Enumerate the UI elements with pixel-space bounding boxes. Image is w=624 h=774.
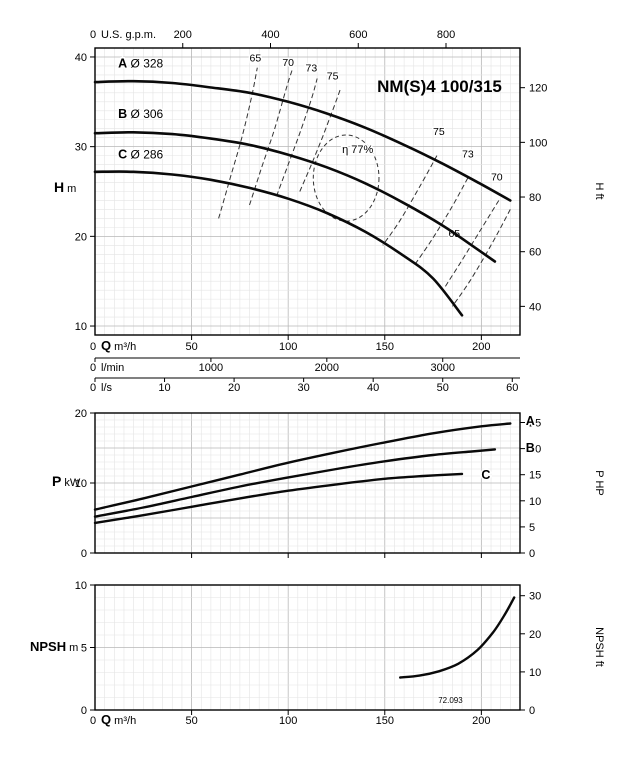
head-curve-label-B: B Ø 306 [118, 107, 163, 121]
ls-tick-label: 50 [437, 382, 449, 394]
q-axis-title: Q m³/h [101, 338, 136, 353]
ls-axis-title: l/s [101, 382, 113, 394]
gpm-tick-label: 800 [437, 29, 455, 41]
lmin-tick-label: 3000 [430, 362, 454, 374]
q-tick-label: 200 [472, 341, 490, 353]
h-tick-label: 30 [75, 142, 87, 154]
head-curve-A [93, 79, 512, 202]
gpm-axis-title: U.S. g.p.m. [101, 29, 156, 41]
gpm-tick-label: 400 [261, 29, 279, 41]
gpm-tick-label: 600 [349, 29, 367, 41]
hp-tick-label: 20 [529, 444, 541, 456]
efficiency-label-65: 65 [249, 52, 261, 64]
efficiency-contour-75 [382, 155, 438, 246]
lmin-zero-label: 0 [90, 362, 96, 374]
npsh-q-tick-label: 200 [472, 715, 490, 727]
hp-tick-label: 5 [529, 522, 535, 534]
p-tick-label: 10 [75, 478, 87, 490]
npsh-q-tick-label: 50 [185, 715, 197, 727]
ls-zero-label: 0 [90, 382, 96, 394]
efficiency-label-75: 75 [433, 126, 445, 138]
power-y-right-axis-title: P HP [593, 470, 605, 495]
power-y-axis-title: P kW [52, 473, 81, 489]
q-tick-label: 150 [376, 341, 394, 353]
hft-tick-label: 60 [529, 247, 541, 259]
npshft-tick-label: 30 [529, 591, 541, 603]
npsh-tick-label: 0 [81, 705, 87, 717]
ls-tick-label: 40 [367, 382, 379, 394]
efficiency-contour-65 [451, 209, 511, 307]
h-tick-label: 20 [75, 231, 87, 243]
npsh-tick-label: 10 [75, 580, 87, 592]
hp-tick-label: 15 [529, 470, 541, 482]
efficiency-label-73: 73 [462, 148, 474, 160]
npshft-tick-label: 0 [529, 705, 535, 717]
hft-tick-label: 80 [529, 192, 541, 204]
npsh-y-axis-title: NPSH m [30, 639, 78, 654]
power-curve-C [93, 472, 464, 525]
npsh-q-tick-label: 150 [376, 715, 394, 727]
hft-tick-label: 100 [529, 137, 547, 149]
head-curve-C [93, 170, 464, 317]
power-curve-label-B: B [526, 441, 535, 455]
head-y-axis-title: H m [54, 179, 76, 195]
npshft-tick-label: 20 [529, 629, 541, 641]
npsh-q-tick-label: 100 [279, 715, 297, 727]
head-curve-B [93, 130, 497, 263]
efficiency-island-label: η 77% [342, 144, 373, 156]
gpm-tick-label: 200 [174, 29, 192, 41]
hp-tick-label: 0 [529, 548, 535, 560]
power-curve-label-C: C [481, 468, 490, 482]
head-curve-label-A: A Ø 328 [118, 57, 163, 71]
npshft-tick-label: 10 [529, 667, 541, 679]
q-zero-label: 0 [90, 341, 96, 353]
power-curve-label-A: A [526, 414, 535, 428]
p-tick-label: 20 [75, 408, 87, 420]
ls-tick-label: 60 [506, 382, 518, 394]
lmin-axis-title: l/min [101, 362, 124, 374]
efficiency-contour-65 [218, 67, 258, 219]
npsh-curve [399, 596, 516, 679]
q-tick-label: 50 [185, 341, 197, 353]
npsh-q-axis-title: Q m³/h [101, 712, 136, 727]
ls-tick-label: 20 [228, 382, 240, 394]
hft-tick-label: 120 [529, 83, 547, 95]
q-tick-label: 100 [279, 341, 297, 353]
efficiency-label-73: 73 [306, 62, 318, 74]
efficiency-label-70: 70 [282, 57, 294, 69]
lmin-tick-label: 1000 [199, 362, 223, 374]
lmin-tick-label: 2000 [315, 362, 339, 374]
head-y-right-axis-title: H ft [593, 182, 605, 199]
power-curve-B [93, 448, 497, 518]
efficiency-label-75: 75 [327, 70, 339, 82]
efficiency-contour-75 [299, 89, 341, 192]
efficiency-label-70: 70 [491, 172, 503, 184]
document-number: 72.093 [438, 696, 463, 705]
ls-tick-label: 10 [158, 382, 170, 394]
hp-tick-label: 25 [529, 418, 541, 430]
hp-tick-label: 10 [529, 496, 541, 508]
npsh-tick-label: 5 [81, 643, 87, 655]
efficiency-contour-73 [415, 177, 469, 264]
efficiency-contour-73 [276, 78, 318, 197]
efficiency-contour-70 [249, 70, 293, 206]
gpm-zero-label: 0 [90, 29, 96, 41]
p-tick-label: 0 [81, 548, 87, 560]
npsh-q-zero-label: 0 [90, 715, 96, 727]
power-curve-A [93, 422, 512, 511]
head-plot-frame [94, 47, 521, 336]
hft-tick-label: 40 [529, 301, 541, 313]
npsh-y-right-axis-title: NPSH ft [593, 627, 605, 667]
h-tick-label: 10 [75, 321, 87, 333]
pump-model-title: NM(S)4 100/315 [377, 77, 502, 96]
h-tick-label: 40 [75, 52, 87, 64]
head-curve-label-C: C Ø 286 [118, 147, 163, 161]
ls-tick-label: 30 [298, 382, 310, 394]
efficiency-contour-70 [444, 200, 500, 288]
